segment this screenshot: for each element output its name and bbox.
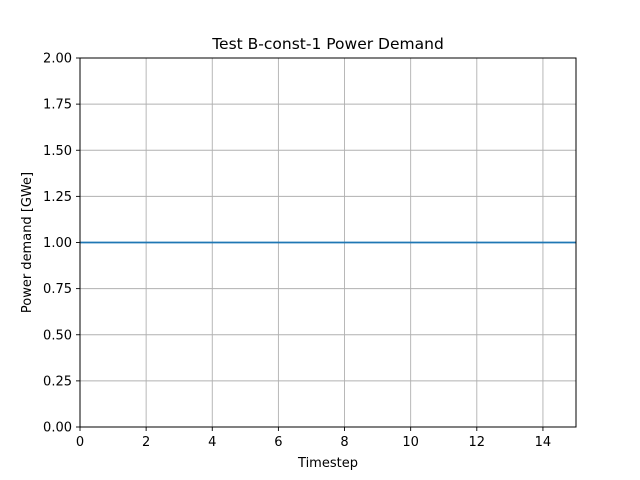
x-tick-label: 4 [208,435,216,450]
x-tick-label: 2 [142,435,150,450]
x-tick-label: 0 [76,435,84,450]
y-tick-label: 0.50 [43,328,72,343]
y-tick-label: 1.00 [43,236,72,251]
y-tick-label: 0.25 [43,374,72,389]
y-tick-label: 0.75 [43,282,72,297]
x-tick-label: 12 [469,435,486,450]
x-tick-label: 6 [274,435,282,450]
chart-title: Test B-const-1 Power Demand [211,35,444,53]
y-tick-label: 0.00 [43,421,72,436]
y-axis: 0.00 0.25 0.50 0.75 1.00 1.25 1.50 1.75 2.00 [43,52,80,436]
y-tick-label: 2.00 [43,52,72,67]
x-tick-label: 8 [340,435,348,450]
x-axis: 0 2 4 6 8 10 12 14 [76,427,551,450]
x-tick-label: 10 [402,435,419,450]
x-tick-label: 14 [535,435,552,450]
y-tick-label: 1.25 [43,190,72,205]
x-axis-label: Timestep [297,456,358,471]
y-axis-label: Power demand [GWe] [20,172,35,313]
y-tick-label: 1.50 [43,144,72,159]
y-tick-label: 1.75 [43,98,72,113]
